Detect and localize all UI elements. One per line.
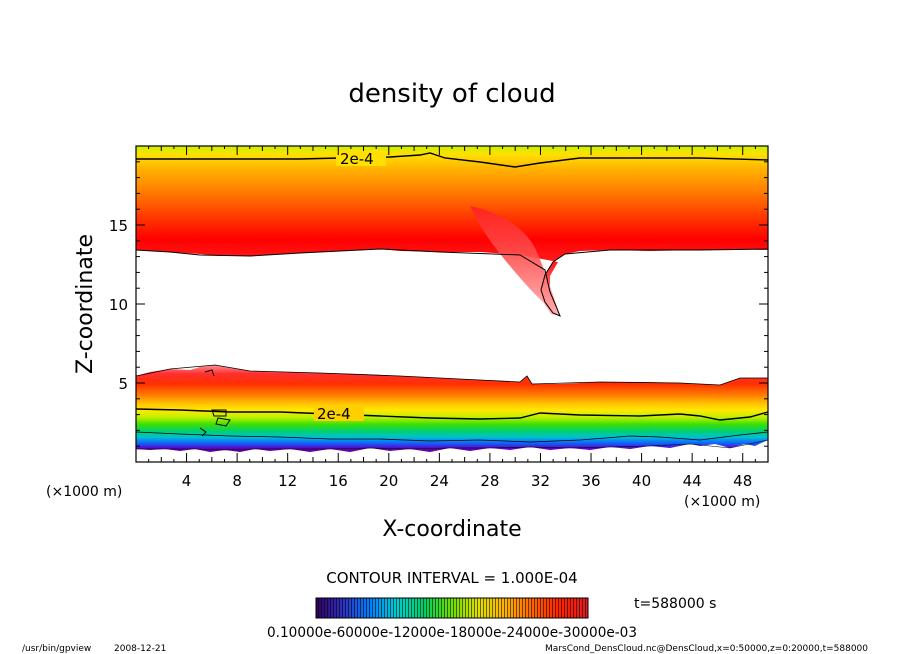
contour-line-lower-4 [136,439,768,451]
y-tick-label: 10 [109,296,128,314]
x-unit-right: (×1000 m) [684,494,760,510]
contour-line-lower-3 [136,431,768,443]
contour-line-lower-2 [136,364,768,386]
x-tick-label: 4 [182,472,192,490]
x-tick-label: 36 [581,472,600,490]
contour-line-upper-bottom [136,248,768,317]
time-label: t=588000 s [634,596,716,612]
x-tick-label: 8 [232,472,242,490]
contour-interval: CONTOUR INTERVAL = 1.000E-04 [326,569,577,587]
x-tick-label: 16 [329,472,348,490]
lower-cloud-layer [136,365,768,452]
y-tick-label: 15 [109,217,128,235]
source-info: MarsCond_DensCloud.nc@DensCloud,x=0:5000… [545,644,868,654]
x-tick-label: 40 [632,472,651,490]
program-path: /usr/bin/gpview [22,644,91,654]
upper-cloud-layer [136,146,768,316]
x-tick-label: 32 [531,472,550,490]
y-tick-label: 5 [118,375,128,393]
contour-label-upper: 2e-4 [340,150,374,168]
x-tick-label: 28 [480,472,499,490]
contour-line-lower [136,408,768,421]
chart-title: density of cloud [348,79,555,109]
x-unit-left: (×1000 m) [46,484,122,500]
x-tick-label: 12 [278,472,297,490]
noise-contours [199,369,231,437]
contour-label-lower: 2e-4 [317,405,351,423]
x-tick-label: 48 [733,472,752,490]
x-axis-ticks: 4 8 12 16 20 24 28 32 36 40 44 48 [148,146,756,490]
x-tick-label: 44 [683,472,702,490]
y-axis-label: Z-coordinate [73,234,98,374]
colorbar-tick-labels: 0.10000e-60000e-12000e-18000e-24000e-300… [267,625,637,641]
x-tick-label: 20 [379,472,398,490]
x-axis-label: X-coordinate [382,517,521,542]
date-stamp: 2008-12-21 [114,644,166,654]
downdraft-tongue [470,206,560,316]
colorbar [315,597,589,619]
y-axis-ticks: 5 10 15 [109,161,768,447]
x-tick-label: 24 [430,472,449,490]
